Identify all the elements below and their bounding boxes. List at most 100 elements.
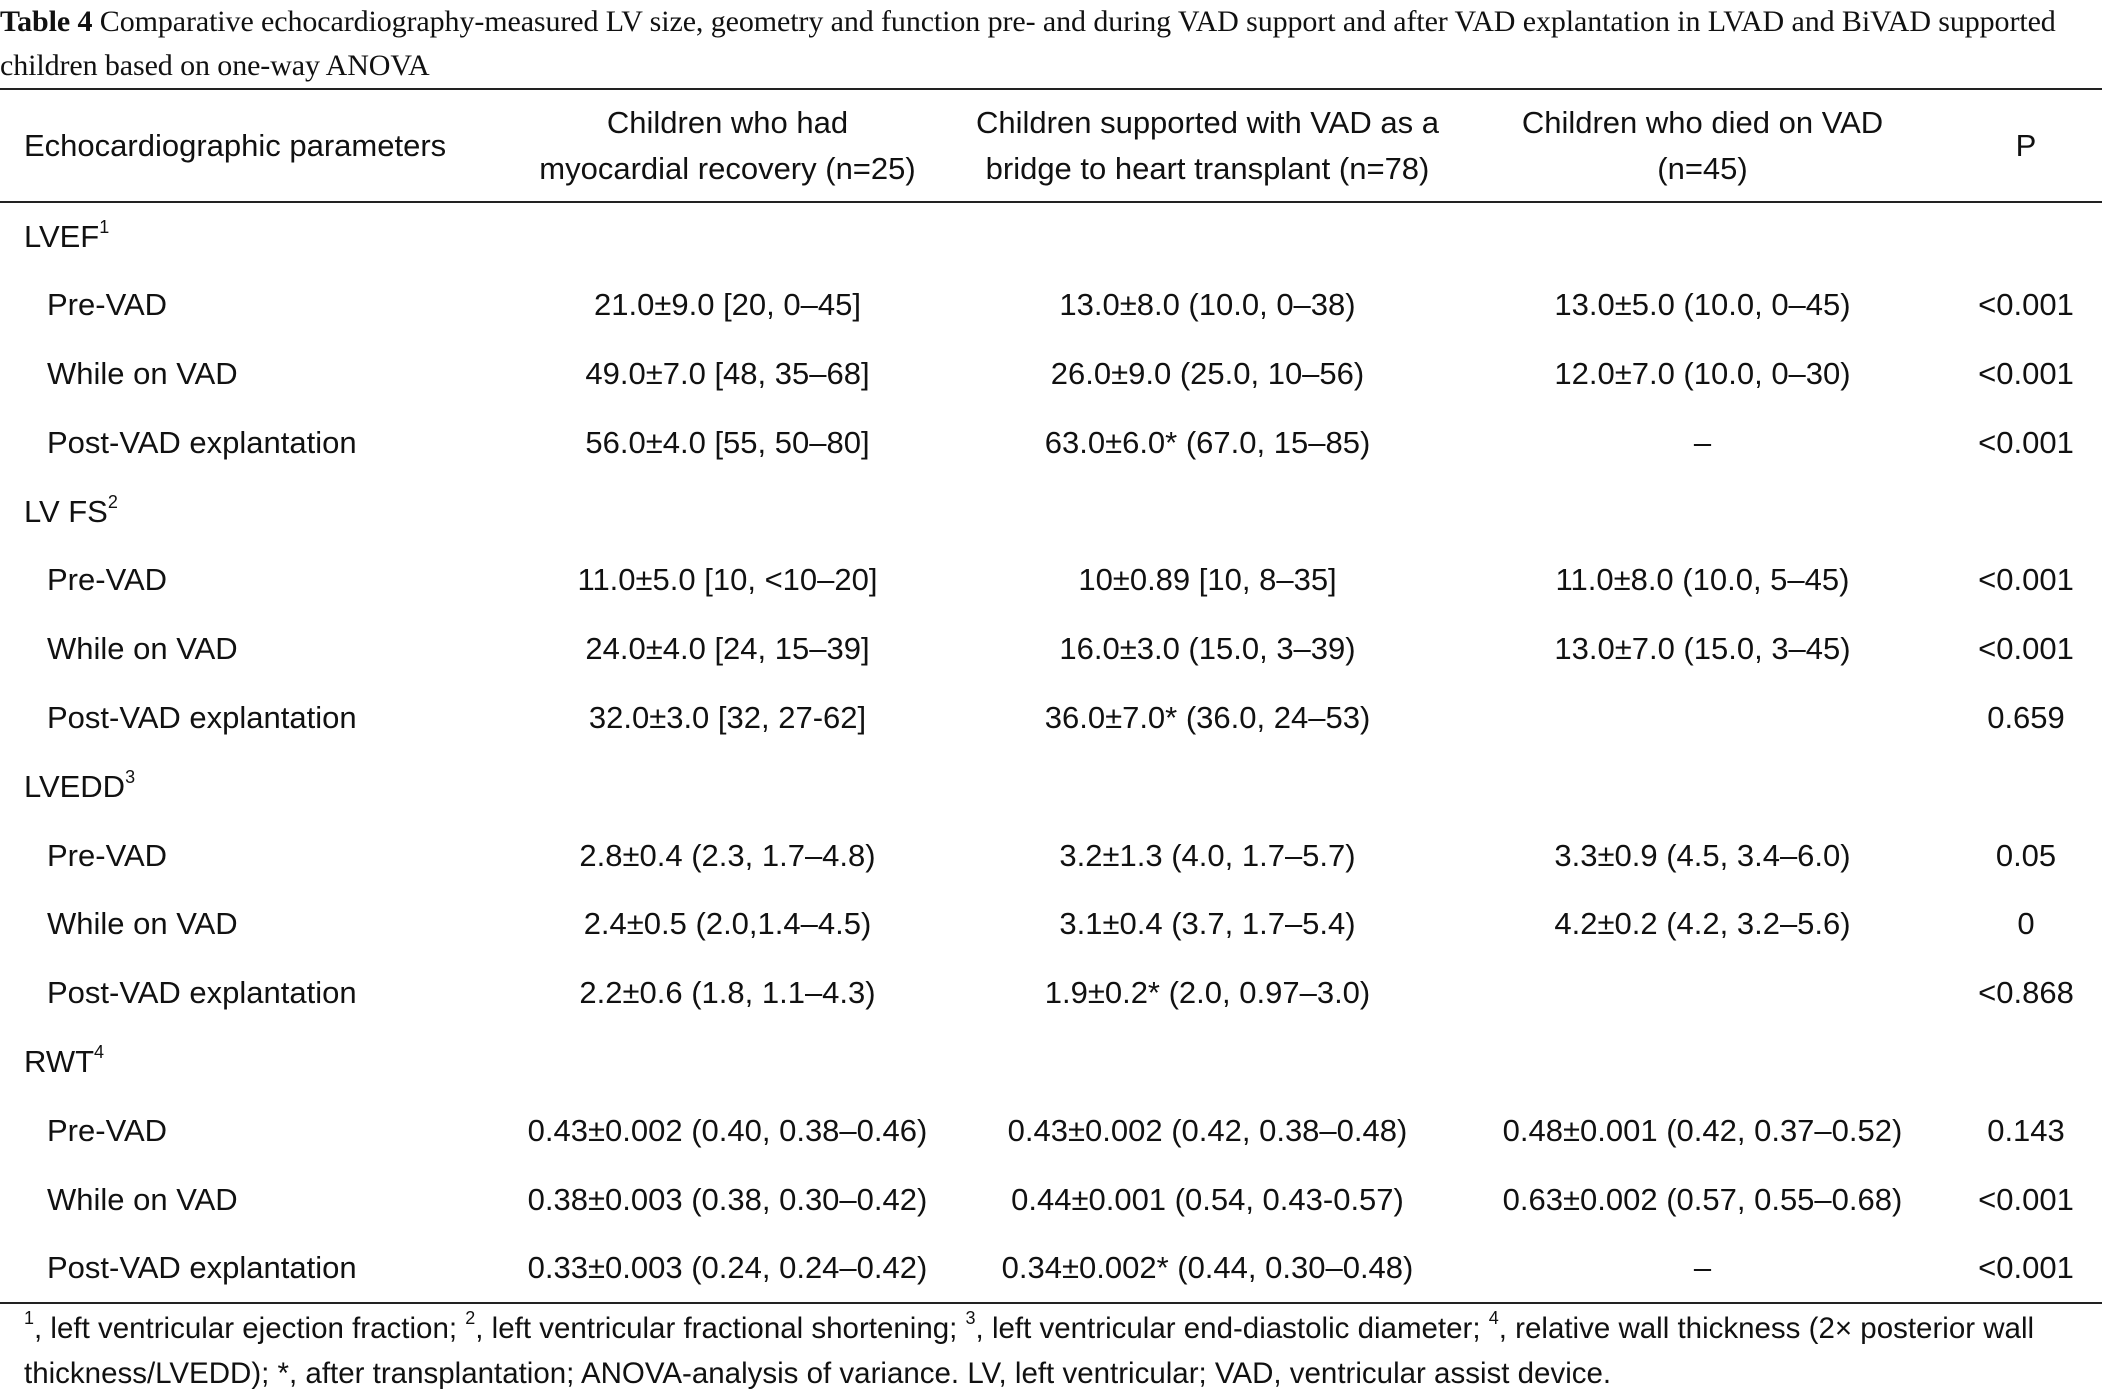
cell-p-value: <0.001 bbox=[1978, 1181, 2074, 1217]
cell-recovery: 2.8±0.4 (2.3, 1.7–4.8) bbox=[579, 837, 876, 873]
footnote-marker: 1 bbox=[24, 1308, 35, 1328]
cell-recovery: 32.0±3.0 [32, 27-62] bbox=[588, 699, 867, 735]
section-row: LV FS2 bbox=[0, 477, 2102, 546]
cell-transplant: 26.0±9.0 (25.0, 10–56) bbox=[1050, 355, 1365, 391]
cell-died: 0.63±0.002 (0.57, 0.55–0.68) bbox=[1502, 1181, 1903, 1217]
cell-p-value: <0.001 bbox=[1978, 424, 2074, 460]
table-row: Post-VAD explantation 56.0±4.0 [55, 50–80… bbox=[0, 408, 2102, 477]
row-label: While on VAD bbox=[47, 906, 238, 942]
section-label: RWT4 bbox=[24, 1041, 105, 1079]
cell-recovery: 24.0±4.0 [24, 15–39] bbox=[585, 631, 870, 667]
row-label: Post-VAD explantation bbox=[47, 975, 357, 1011]
cell-died: 13.0±5.0 (10.0, 0–45) bbox=[1554, 287, 1851, 323]
cell-p-value: <0.868 bbox=[1978, 975, 2074, 1011]
cell-recovery: 0.38±0.003 (0.38, 0.30–0.42) bbox=[527, 1181, 928, 1217]
cell-recovery: 2.4±0.5 (2.0,1.4–4.5) bbox=[583, 906, 872, 942]
table-footnote: 1, left ventricular ejection fraction; 2… bbox=[24, 1306, 2084, 1396]
table-row: While on VAD 0.38±0.003 (0.38, 0.30–0.42)… bbox=[0, 1165, 2102, 1234]
table-row: Pre-VAD 11.0±5.0 [10, <10–20] 10±0.89 [10,… bbox=[0, 546, 2102, 615]
header-recovery: Children who had myocardial recovery (n=2… bbox=[495, 88, 960, 203]
table-row: Post-VAD explantation 2.2±0.6 (1.8, 1.1–4… bbox=[0, 959, 2102, 1028]
cell-transplant: 63.0±6.0* (67.0, 15–85) bbox=[1044, 424, 1371, 460]
section-row: LVEF1 bbox=[0, 202, 2102, 271]
cell-died: – bbox=[1693, 424, 1712, 460]
cell-died: 13.0±7.0 (15.0, 3–45) bbox=[1554, 631, 1851, 667]
footnote-marker: 2 bbox=[465, 1308, 476, 1328]
cell-p-value: <0.001 bbox=[1978, 287, 2074, 323]
cell-recovery: 2.2±0.6 (1.8, 1.1–4.3) bbox=[579, 975, 876, 1011]
table-row: While on VAD 24.0±4.0 [24, 15–39] 16.0±3.0… bbox=[0, 615, 2102, 684]
row-label: Pre-VAD bbox=[47, 837, 168, 873]
caption-text: Comparative echocardiography-measured LV… bbox=[0, 5, 2056, 82]
footnote-text: , left ventricular ejection fraction; bbox=[34, 1312, 466, 1345]
table-row: While on VAD 49.0±7.0 [48, 35–68] 26.0±9.0… bbox=[0, 340, 2102, 409]
row-label: While on VAD bbox=[47, 355, 238, 391]
cell-transplant: 3.2±1.3 (4.0, 1.7–5.7) bbox=[1059, 837, 1356, 873]
cell-transplant: 36.0±7.0* (36.0, 24–53) bbox=[1044, 699, 1371, 735]
table-body: LVEF1 Pre-VAD 21.0±9.0 [20, 0–45] 13.0±8.0 … bbox=[0, 202, 2102, 1304]
cell-died: 11.0±8.0 (10.0, 5–45) bbox=[1555, 562, 1850, 598]
table-row: While on VAD 2.4±0.5 (2.0,1.4–4.5) 3.1±0.4… bbox=[0, 890, 2102, 959]
cell-p-value: <0.001 bbox=[1978, 355, 2074, 391]
header-row: Echocardiographic parameters Children wh… bbox=[0, 88, 2102, 203]
table-caption: Table 4 Comparative echocardiography-mea… bbox=[0, 0, 2090, 88]
cell-p-value: <0.001 bbox=[1978, 562, 2074, 598]
cell-died bbox=[1455, 684, 1950, 753]
section-label: LV FS2 bbox=[24, 491, 118, 529]
cell-p-value: 0.05 bbox=[1995, 837, 2057, 873]
cell-recovery: 49.0±7.0 [48, 35–68] bbox=[585, 355, 870, 391]
header-transplant: Children supported with VAD as a bridge t… bbox=[960, 88, 1455, 203]
row-label: Pre-VAD bbox=[47, 562, 168, 598]
cell-died: 0.48±0.001 (0.42, 0.37–0.52) bbox=[1502, 1112, 1903, 1148]
section-row: LVEDD3 bbox=[0, 752, 2102, 821]
cell-p-value: <0.001 bbox=[1978, 631, 2074, 667]
row-label: While on VAD bbox=[47, 1181, 238, 1217]
cell-recovery: 21.0±9.0 [20, 0–45] bbox=[594, 287, 861, 323]
header-parameters: Echocardiographic parameters bbox=[0, 88, 495, 203]
table-row: Pre-VAD 0.43±0.002 (0.40, 0.38–0.46) 0.43±… bbox=[0, 1096, 2102, 1165]
table-label: Table 4 bbox=[0, 5, 93, 38]
row-label: While on VAD bbox=[47, 631, 238, 667]
cell-died bbox=[1455, 959, 1950, 1028]
header-died: Children who died on VAD (n=45) bbox=[1455, 88, 1950, 203]
table-row: Pre-VAD 21.0±9.0 [20, 0–45] 13.0±8.0 (10.0… bbox=[0, 271, 2102, 340]
cell-transplant: 3.1±0.4 (3.7, 1.7–5.4) bbox=[1059, 906, 1356, 942]
table-row: Pre-VAD 2.8±0.4 (2.3, 1.7–4.8) 3.2±1.3 (4.… bbox=[0, 821, 2102, 890]
cell-transplant: 1.9±0.2* (2.0, 0.97–3.0) bbox=[1044, 975, 1371, 1011]
footnote-marker: 3 bbox=[965, 1308, 976, 1328]
cell-recovery: 0.43±0.002 (0.40, 0.38–0.46) bbox=[527, 1112, 928, 1148]
section-label: LVEF1 bbox=[24, 216, 110, 254]
footnote-text: , left ventricular fractional shortening… bbox=[475, 1312, 966, 1345]
cell-p-value: 0.143 bbox=[1987, 1112, 2065, 1148]
cell-recovery: 0.33±0.003 (0.24, 0.24–0.42) bbox=[495, 1233, 960, 1304]
cell-transplant: 0.43±0.002 (0.42, 0.38–0.48) bbox=[1007, 1112, 1408, 1148]
cell-died: – bbox=[1455, 1233, 1950, 1304]
echo-table: Echocardiographic parameters Children wh… bbox=[0, 88, 2102, 1304]
cell-transplant: 0.34±0.002* (0.44, 0.30–0.48) bbox=[960, 1233, 1455, 1304]
footnote-text: , relative wall thickness (2× posterior … bbox=[24, 1312, 2035, 1390]
table-row: Post-VAD explantation 0.33±0.003 (0.24, 0… bbox=[0, 1233, 2102, 1304]
cell-recovery: 11.0±5.0 [10, <10–20] bbox=[577, 562, 878, 598]
cell-died: 12.0±7.0 (10.0, 0–30) bbox=[1554, 355, 1851, 391]
cell-p-value: <0.001 bbox=[1950, 1233, 2102, 1304]
cell-transplant: 10±0.89 [10, 8–35] bbox=[1078, 562, 1337, 598]
row-label: Post-VAD explantation bbox=[47, 424, 357, 460]
table-row: Post-VAD explantation 32.0±3.0 [32, 27-62… bbox=[0, 684, 2102, 753]
cell-died: 4.2±0.2 (4.2, 3.2–5.6) bbox=[1554, 906, 1851, 942]
row-label: Pre-VAD bbox=[47, 1112, 168, 1148]
cell-recovery: 56.0±4.0 [55, 50–80] bbox=[585, 424, 870, 460]
cell-transplant: 16.0±3.0 (15.0, 3–39) bbox=[1059, 631, 1356, 667]
row-label: Post-VAD explantation bbox=[0, 1233, 495, 1304]
row-label: Post-VAD explantation bbox=[47, 699, 357, 735]
footnote-marker: 4 bbox=[1488, 1308, 1499, 1328]
footnote-text: , left ventricular end-diastolic diamete… bbox=[975, 1312, 1489, 1345]
cell-p-value: 0.659 bbox=[1987, 699, 2065, 735]
cell-transplant: 13.0±8.0 (10.0, 0–38) bbox=[1059, 287, 1356, 323]
section-label: LVEDD3 bbox=[24, 766, 136, 804]
row-label: Pre-VAD bbox=[47, 287, 168, 323]
header-p: P bbox=[1950, 88, 2102, 203]
section-row: RWT4 bbox=[0, 1028, 2102, 1097]
cell-transplant: 0.44±0.001 (0.54, 0.43-0.57) bbox=[1011, 1181, 1404, 1217]
cell-died: 3.3±0.9 (4.5, 3.4–6.0) bbox=[1554, 837, 1851, 873]
cell-p-value: 0 bbox=[2017, 906, 2035, 942]
